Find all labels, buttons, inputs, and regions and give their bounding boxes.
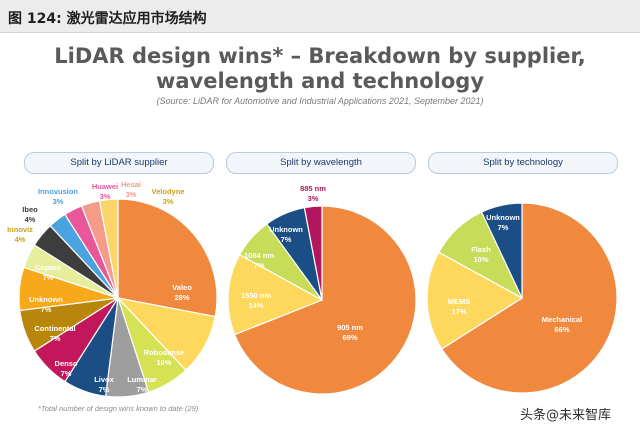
pie-value-split-by-wavelength-885-nm: 3% — [308, 194, 319, 203]
pie-slice-split-by-wavelength-1550-nm — [227, 253, 324, 336]
pie-label-split-by-lidar-supplier-robosense: Robosense — [144, 348, 184, 357]
panel-title-technology: Split by technology — [428, 152, 618, 174]
pie-value-split-by-lidar-supplier-velodyne: 3% — [163, 197, 174, 206]
pie-value-split-by-lidar-supplier-valeo: 28% — [174, 293, 189, 302]
pie-value-split-by-technology-flash: 10% — [473, 255, 488, 264]
pie-slice-split-by-lidar-supplier-velodyne — [98, 198, 119, 299]
pie-slice-split-by-lidar-supplier-valeo — [117, 198, 218, 318]
pie-value-split-by-lidar-supplier-unknown: 7% — [41, 305, 52, 314]
pie-label-split-by-lidar-supplier-hesai: Hesai — [121, 180, 141, 189]
pie-value-split-by-lidar-supplier-livox: 7% — [99, 385, 110, 394]
pie-label-split-by-wavelength-1550-nm: 1550 nm — [241, 291, 271, 300]
pie-label-split-by-technology-flash: Flash — [471, 245, 491, 254]
pie-label-split-by-wavelength-1064-nm: 1064 nm — [244, 251, 274, 260]
pie-slice-split-by-wavelength-885-nm — [303, 205, 323, 301]
pie-value-split-by-wavelength-unknown: 7% — [281, 235, 292, 244]
pie-slice-split-by-technology-mems — [426, 251, 524, 350]
pie-label-split-by-lidar-supplier-innovusion: Innovusion — [38, 187, 78, 196]
pie-label-split-by-technology-unknown: Unknown — [486, 213, 520, 222]
pie-label-split-by-lidar-supplier-cepton: Cepton — [35, 263, 61, 272]
pie-label-split-by-wavelength-885-nm: 885 nm — [300, 184, 326, 193]
pie-value-split-by-lidar-supplier-innovusion: 3% — [53, 197, 64, 206]
pie-value-split-by-lidar-supplier-denso: 7% — [61, 369, 72, 378]
pie-value-split-by-lidar-supplier-cepton: 7% — [43, 273, 54, 282]
footnote: *Total number of design wins known to da… — [38, 404, 199, 413]
pie-value-split-by-lidar-supplier-continental: 7% — [50, 334, 61, 343]
pie-label-split-by-lidar-supplier-huawei: Huawei — [92, 182, 118, 191]
figure-caption: 图 124: 激光雷达应用市场结构 — [8, 11, 207, 27]
pie-label-split-by-lidar-supplier-ibeo: Ibeo — [22, 205, 38, 214]
pie-label-split-by-technology-mems: MEMS — [448, 297, 471, 306]
chart-title-line1: LiDAR design wins* – Breakdown by suppli… — [54, 44, 586, 68]
figure-header: 图 124: 激光雷达应用市场结构 — [0, 0, 640, 33]
pie-label-split-by-lidar-supplier-unknown: Unknown — [29, 295, 63, 304]
pie-label-split-by-lidar-supplier-continental: Continental — [34, 324, 75, 333]
panel-title-supplier: Split by LiDAR supplier — [24, 152, 214, 174]
panel-title-wavelength: Split by wavelength — [226, 152, 416, 174]
pie-value-split-by-lidar-supplier-innoviz: 4% — [15, 235, 26, 244]
pie-value-split-by-wavelength-1064-nm: 7% — [254, 261, 265, 270]
pie-label-split-by-lidar-supplier-denso: Denso — [55, 359, 78, 368]
pie-label-split-by-lidar-supplier-valeo: Valeo — [172, 283, 192, 292]
pie-label-split-by-technology-mechanical: Mechanical — [542, 315, 582, 324]
pie-value-split-by-technology-mems: 17% — [451, 307, 466, 316]
pie-slice-split-by-technology-mechanical — [440, 202, 618, 394]
pie-label-split-by-wavelength-905-nm: 905 nm — [337, 323, 363, 332]
pie-value-split-by-technology-mechanical: 66% — [554, 325, 569, 334]
pie-value-split-by-wavelength-1550-nm: 14% — [248, 301, 263, 310]
chart-source: (Source: LiDAR for Automotive and Indust… — [156, 96, 484, 106]
pie-value-split-by-wavelength-905-nm: 69% — [342, 333, 357, 342]
pie-value-split-by-technology-unknown: 7% — [498, 223, 509, 232]
chart-title-line2: wavelength and technology — [155, 69, 485, 93]
pie-label-split-by-wavelength-unknown: Unknown — [269, 225, 303, 234]
watermark: 头条@未来智库 — [520, 408, 612, 423]
pie-value-split-by-lidar-supplier-hesai: 3% — [126, 190, 137, 199]
pie-value-split-by-lidar-supplier-luminar: 7% — [137, 385, 148, 394]
pie-value-split-by-lidar-supplier-huawei: 3% — [100, 192, 111, 201]
pie-label-split-by-lidar-supplier-innoviz: Innoviz — [7, 225, 33, 234]
pie-label-split-by-lidar-supplier-livox: Livox — [94, 375, 114, 384]
pie-label-split-by-lidar-supplier-luminar: Luminar — [127, 375, 157, 384]
pie-slice-split-by-technology-unknown — [480, 202, 523, 299]
pie-slice-split-by-wavelength-905-nm — [233, 205, 417, 395]
pie-value-split-by-lidar-supplier-robosense: 10% — [156, 358, 171, 367]
pie-label-split-by-lidar-supplier-velodyne: Velodyne — [152, 187, 185, 196]
pie-value-split-by-lidar-supplier-ibeo: 4% — [25, 215, 36, 224]
